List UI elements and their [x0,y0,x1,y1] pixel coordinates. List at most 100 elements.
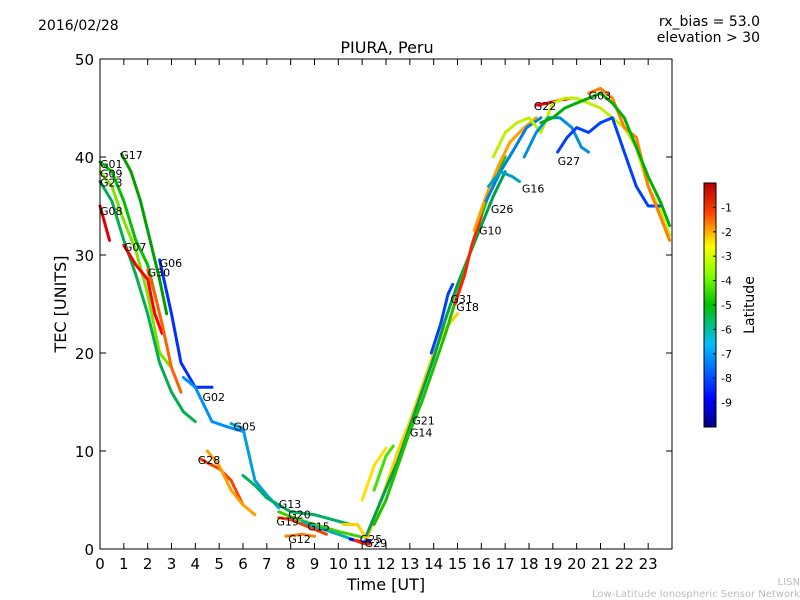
x-tick-label: 16 [472,555,491,573]
satellite-label-g20: G20 [288,509,311,522]
x-tick-label: 23 [639,555,658,573]
satellite-label-g15: G15 [307,520,330,533]
series-line-g21 [365,170,507,536]
x-tick-label: 22 [615,555,634,573]
elevation-label: elevation > 30 [656,30,760,46]
x-tick-label: 6 [238,555,248,573]
satellite-label-g09: G09 [100,168,123,181]
series-line-g26 [484,116,543,203]
series-line-g17 [120,152,169,316]
series-line-g02 [181,376,245,433]
satellite-label-g01: G01 [100,158,123,171]
colorbar-tick-label: -3 [721,250,732,263]
series-line-g18 [453,214,483,306]
series-line-g06 [158,258,214,389]
series-line-g09 [98,170,173,370]
x-tick-label: 7 [262,555,272,573]
colorbar-tick-label: -9 [721,397,732,410]
watermark-line-2: Low-Latitude Ionospheric Sensor Network [592,589,800,600]
series-line-g07 [122,243,164,335]
x-tick-label: 4 [191,555,201,573]
y-tick-label: 10 [75,443,94,461]
x-tick-label: 18 [519,555,538,573]
x-tick-label: 19 [543,555,562,573]
colorbar-tick-label: -8 [721,372,732,385]
x-tick-label: 8 [286,555,296,573]
x-tick-label: 17 [496,555,515,573]
series-line-g16 [487,170,521,188]
series-line-g10 [472,116,538,232]
x-tick-label: 20 [567,555,586,573]
series-line-g20 [277,510,364,539]
satellite-label-g13: G13 [279,498,302,511]
x-tick-label: 21 [591,555,610,573]
x-tick-label: 9 [310,555,320,573]
x-tick-label: 14 [424,555,443,573]
colorbar-tick-label: -5 [721,299,732,312]
satellite-label-g03: G03 [589,89,612,102]
series-line-g12 [284,532,316,538]
y-tick-label: 20 [75,345,94,363]
satellite-label-g18: G18 [456,301,479,314]
series-line-g19 [277,516,328,536]
x-tick-label: 1 [119,555,129,573]
satellite-label-g31: G31 [450,293,473,306]
series-line-g28b [205,449,257,517]
satellite-label-g07: G07 [124,241,147,254]
satellite-label-g19: G19 [276,516,299,529]
x-tick-label: 11 [353,555,372,573]
rx-bias-label: rx_bias = 53.0 [658,14,760,30]
satellite-label-g21: G21 [412,415,435,428]
chart-title: PIURA, Peru [340,38,434,57]
satellite-label-g26: G26 [491,203,514,216]
series-line-g08 [98,204,111,242]
satellite-label-g29: G29 [365,537,388,550]
colorbar-tick-label: -7 [721,348,732,361]
y-tick-label: 30 [75,247,94,265]
x-tick-label: 5 [214,555,224,573]
x-tick-label: 10 [329,555,348,573]
series-line-g28d [372,444,395,492]
satellite-label-g25: G25 [360,533,383,546]
y-tick-label: 0 [84,541,94,559]
series-line-g14 [372,155,507,526]
satellite-label-g17: G17 [120,149,143,162]
date-label: 2016/02/28 [38,18,119,34]
watermark-line-1: LISN [777,577,800,588]
satellite-label-g06: G06 [160,257,183,270]
x-axis-label: Time [UT] [346,575,425,594]
colorbar-label: Latitude [742,276,758,334]
series-line-g03b [539,91,672,228]
colorbar-tick-label: -1 [721,201,732,214]
satellite-label-g28: G28 [198,454,221,467]
colorbar-tick-label: -6 [721,323,732,336]
satellite-label-g05: G05 [233,421,256,434]
satellite-label-g16: G16 [522,182,545,195]
x-tick-label: 2 [143,555,153,573]
series-line-g27 [522,116,591,159]
series-line-g13 [241,474,352,526]
series-line-g30 [146,268,183,394]
satellite-label-g12: G12 [288,533,311,546]
series-line-g23 [98,180,197,424]
x-tick-label: 15 [448,555,467,573]
colorbar-tick-label: -4 [721,275,732,288]
satellite-label-g02: G02 [202,391,225,404]
colorbar-tick-label: -2 [721,226,732,239]
x-tick-label: 3 [167,555,177,573]
satellite-label-g10: G10 [479,225,502,238]
series-line-g15 [301,520,359,543]
series-line-g28c [360,446,388,502]
satellite-label-g22: G22 [534,100,557,113]
x-tick-label: 13 [400,555,419,573]
satellite-label-g27: G27 [558,155,581,168]
y-axis-label: TEC [UNITS] [51,256,70,354]
satellite-label-g14: G14 [410,426,433,439]
satellite-label-g08: G08 [100,205,123,218]
x-tick-label: 12 [376,555,395,573]
x-tick-label: 0 [95,555,105,573]
series-line-g27b [556,116,662,208]
y-tick-label: 50 [75,51,94,69]
y-tick-label: 40 [75,149,94,167]
series-line-g31 [429,282,455,355]
